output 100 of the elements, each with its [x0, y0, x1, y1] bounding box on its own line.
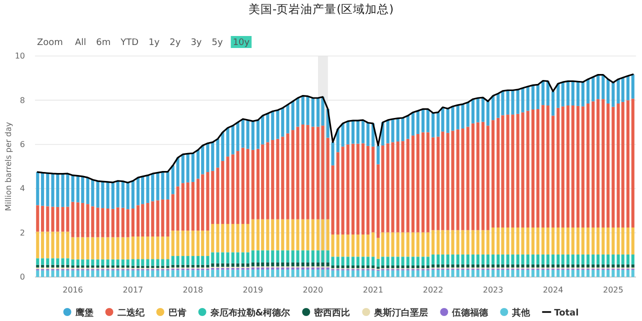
bar — [301, 96, 304, 125]
bar — [356, 144, 360, 235]
bar — [171, 264, 174, 268]
bar — [251, 262, 254, 266]
bar — [256, 250, 260, 262]
bar — [406, 116, 410, 139]
bar — [301, 269, 304, 277]
bar — [586, 104, 590, 228]
x-tick-label: 2022 — [422, 286, 444, 295]
bar — [311, 219, 314, 250]
bar — [301, 262, 304, 266]
bar — [362, 256, 365, 266]
bar — [231, 224, 234, 252]
bar — [496, 254, 500, 264]
bar — [421, 109, 425, 132]
bar — [486, 270, 490, 277]
bar — [256, 148, 260, 220]
bar — [426, 109, 430, 132]
bar — [356, 120, 360, 144]
bar — [401, 266, 404, 268]
bar — [311, 126, 314, 220]
bar — [296, 219, 300, 250]
bar — [236, 270, 240, 277]
bar — [121, 237, 124, 260]
bar — [531, 109, 534, 228]
bar — [631, 98, 634, 228]
bar — [586, 270, 590, 277]
legend-label: 鹰堡 — [74, 308, 94, 318]
bar — [196, 270, 200, 277]
bar — [241, 252, 244, 264]
text: 1y — [148, 38, 160, 48]
bar — [246, 252, 250, 264]
bar — [551, 116, 555, 228]
bar — [36, 232, 40, 258]
bar — [581, 227, 584, 254]
bar — [372, 266, 375, 268]
bar — [196, 264, 200, 268]
bar — [291, 130, 294, 220]
bar — [306, 262, 310, 266]
bar — [191, 256, 194, 265]
bar — [586, 227, 590, 254]
bar — [496, 227, 500, 254]
bar — [236, 263, 240, 267]
bar — [36, 270, 40, 277]
bar — [36, 258, 40, 265]
text: Zoom — [37, 38, 63, 48]
bar — [266, 142, 270, 220]
bar — [246, 263, 250, 267]
y-tick-label: 6 — [20, 140, 25, 149]
bar — [566, 81, 570, 106]
bar — [366, 270, 370, 277]
bar — [326, 250, 330, 262]
bar — [362, 270, 365, 277]
bar — [606, 79, 610, 104]
bar — [46, 258, 50, 265]
bar — [536, 84, 540, 110]
bar — [481, 122, 485, 230]
bar — [71, 270, 74, 277]
bar — [496, 118, 500, 228]
bar — [396, 118, 400, 142]
bar — [181, 230, 184, 256]
bar — [471, 264, 474, 268]
bar — [186, 264, 190, 268]
bar — [486, 126, 490, 230]
bar — [411, 232, 415, 257]
bar — [336, 234, 340, 257]
bar — [561, 254, 564, 264]
bar — [166, 270, 170, 277]
bar — [41, 270, 44, 277]
bar — [271, 140, 274, 220]
y-tick-label: 10 — [14, 52, 25, 61]
bar — [491, 270, 495, 277]
bar — [191, 270, 194, 277]
bar — [226, 156, 230, 224]
bar — [546, 227, 550, 254]
bar — [246, 148, 250, 224]
bar — [631, 254, 634, 264]
bar — [126, 259, 130, 266]
bar — [561, 264, 564, 268]
bar — [131, 259, 134, 266]
bar — [396, 270, 400, 277]
bar — [602, 99, 605, 228]
bar — [496, 264, 500, 268]
bar — [432, 137, 435, 230]
bar — [126, 209, 130, 238]
bar — [426, 256, 430, 266]
bar — [362, 143, 365, 235]
bar — [346, 121, 350, 144]
bar — [256, 219, 260, 250]
bar — [196, 230, 200, 256]
bar — [541, 270, 545, 277]
bar — [581, 82, 584, 106]
chart-title: 美国-页岩油产量(区域加总) — [248, 2, 394, 16]
bar — [326, 262, 330, 266]
bar — [376, 146, 380, 164]
bar — [296, 98, 300, 127]
bar — [372, 270, 375, 277]
bar — [491, 264, 495, 268]
bar — [351, 256, 355, 266]
bar — [301, 124, 304, 220]
